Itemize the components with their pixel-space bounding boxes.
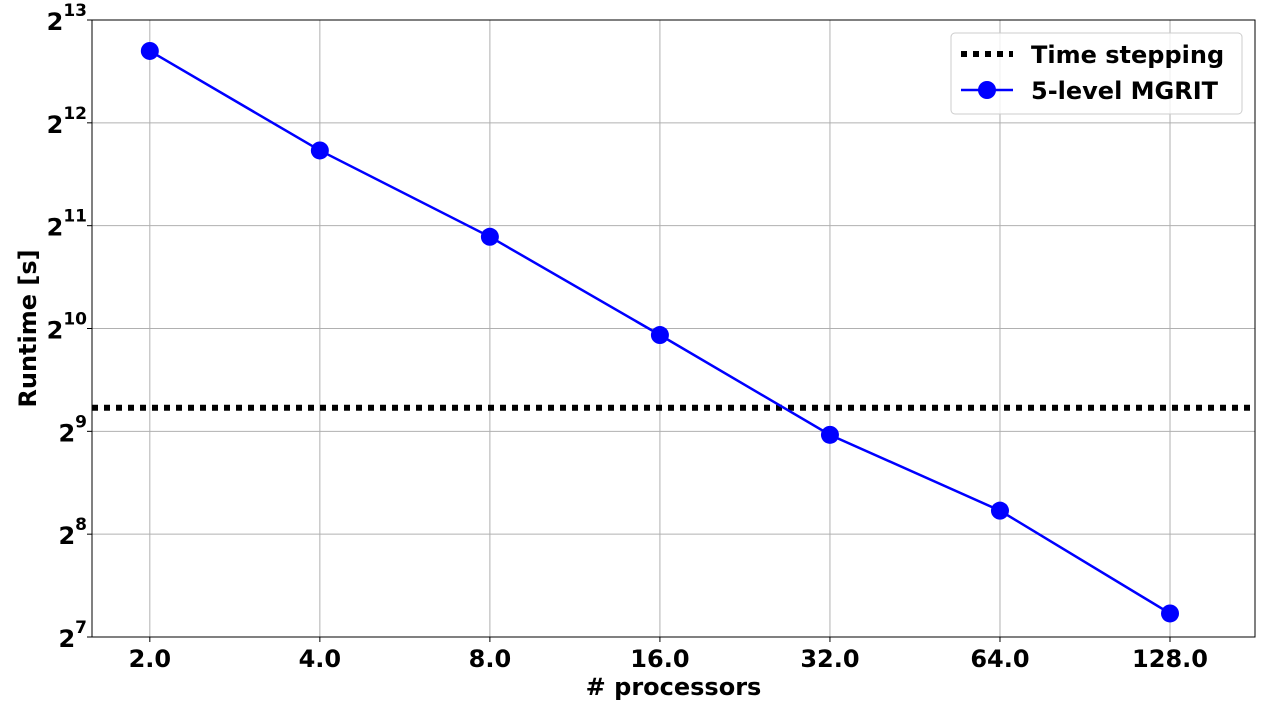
mgrit-point — [650, 326, 669, 345]
mgrit-point — [990, 501, 1009, 520]
y-tick-label: 212 — [47, 104, 87, 139]
x-axis-label: # processors — [586, 673, 762, 701]
y-tick-label: 28 — [58, 515, 87, 550]
legend: Time stepping 5-level MGRIT — [950, 32, 1243, 115]
x-tick-label: 16.0 — [630, 645, 689, 673]
x-tick-label: 4.0 — [299, 645, 342, 673]
x-tick-label: 8.0 — [469, 645, 512, 673]
mgrit-point — [1161, 604, 1180, 623]
y-tick-label: 210 — [47, 310, 88, 345]
mgrit-point — [310, 141, 329, 160]
mgrit-point — [820, 425, 839, 444]
mgrit-point — [140, 41, 159, 60]
mgrit-point — [480, 227, 499, 246]
x-tick-label: 64.0 — [970, 645, 1029, 673]
x-tick-label: 32.0 — [800, 645, 859, 673]
legend-label: Time stepping — [1031, 41, 1224, 69]
legend-box — [950, 32, 1243, 115]
legend-swatch-mgrit-marker — [978, 81, 996, 99]
plot-series — [92, 41, 1255, 623]
legend-label: 5-level MGRIT — [1031, 77, 1219, 105]
x-tick-label: 2.0 — [129, 645, 172, 673]
y-tick-label: 211 — [47, 207, 87, 242]
y-tick-label: 29 — [58, 412, 87, 447]
y-axis-label: Runtime [s] — [14, 249, 42, 407]
y-axis-ticks: 27 28 29 210 211 212 213 — [47, 1, 92, 653]
y-tick-label: 213 — [47, 1, 87, 36]
grid — [92, 19, 1255, 638]
x-tick-label: 128.0 — [1132, 645, 1208, 673]
y-tick-label: 27 — [58, 618, 87, 653]
x-axis-ticks: 2.0 4.0 8.0 16.0 32.0 64.0 128.0 — [129, 637, 1208, 673]
